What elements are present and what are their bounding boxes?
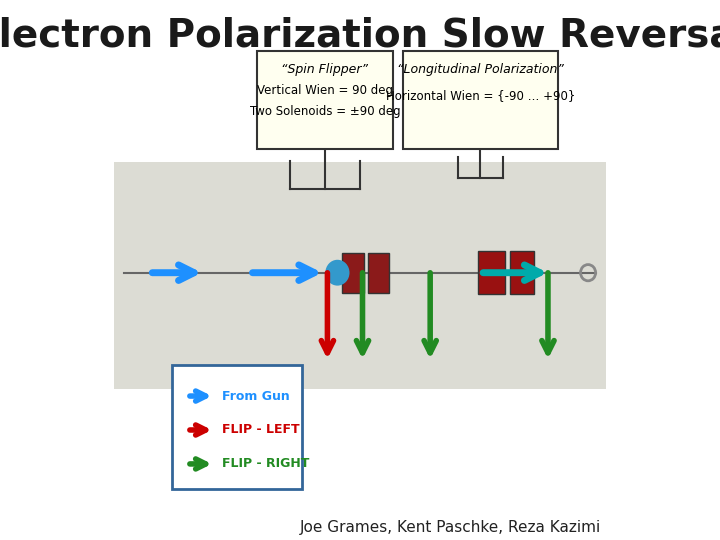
Bar	[478, 251, 505, 294]
Text: Joe Grames, Kent Paschke, Reza Kazimi: Joe Grames, Kent Paschke, Reza Kazimi	[300, 519, 600, 535]
Bar	[367, 253, 389, 293]
Bar	[343, 253, 364, 293]
Text: From Gun: From Gun	[222, 389, 290, 402]
FancyBboxPatch shape	[402, 51, 558, 148]
Bar	[114, 162, 606, 389]
Text: FLIP - RIGHT: FLIP - RIGHT	[222, 457, 310, 470]
Bar	[510, 251, 534, 294]
Text: Two Solenoids = ±90 deg: Two Solenoids = ±90 deg	[250, 105, 400, 118]
Text: “Longitudinal Polarization”: “Longitudinal Polarization”	[397, 63, 564, 76]
Text: Horizontal Wien = {-90 … +90}: Horizontal Wien = {-90 … +90}	[386, 89, 575, 102]
Circle shape	[326, 261, 348, 285]
Text: Vertical Wien = 90 deg: Vertical Wien = 90 deg	[257, 84, 393, 97]
Text: Electron Polarization Slow Reversal: Electron Polarization Slow Reversal	[0, 16, 720, 54]
Text: “Spin Flipper”: “Spin Flipper”	[282, 63, 369, 76]
FancyBboxPatch shape	[257, 51, 392, 148]
FancyBboxPatch shape	[172, 364, 302, 489]
Text: FLIP - LEFT: FLIP - LEFT	[222, 423, 300, 436]
